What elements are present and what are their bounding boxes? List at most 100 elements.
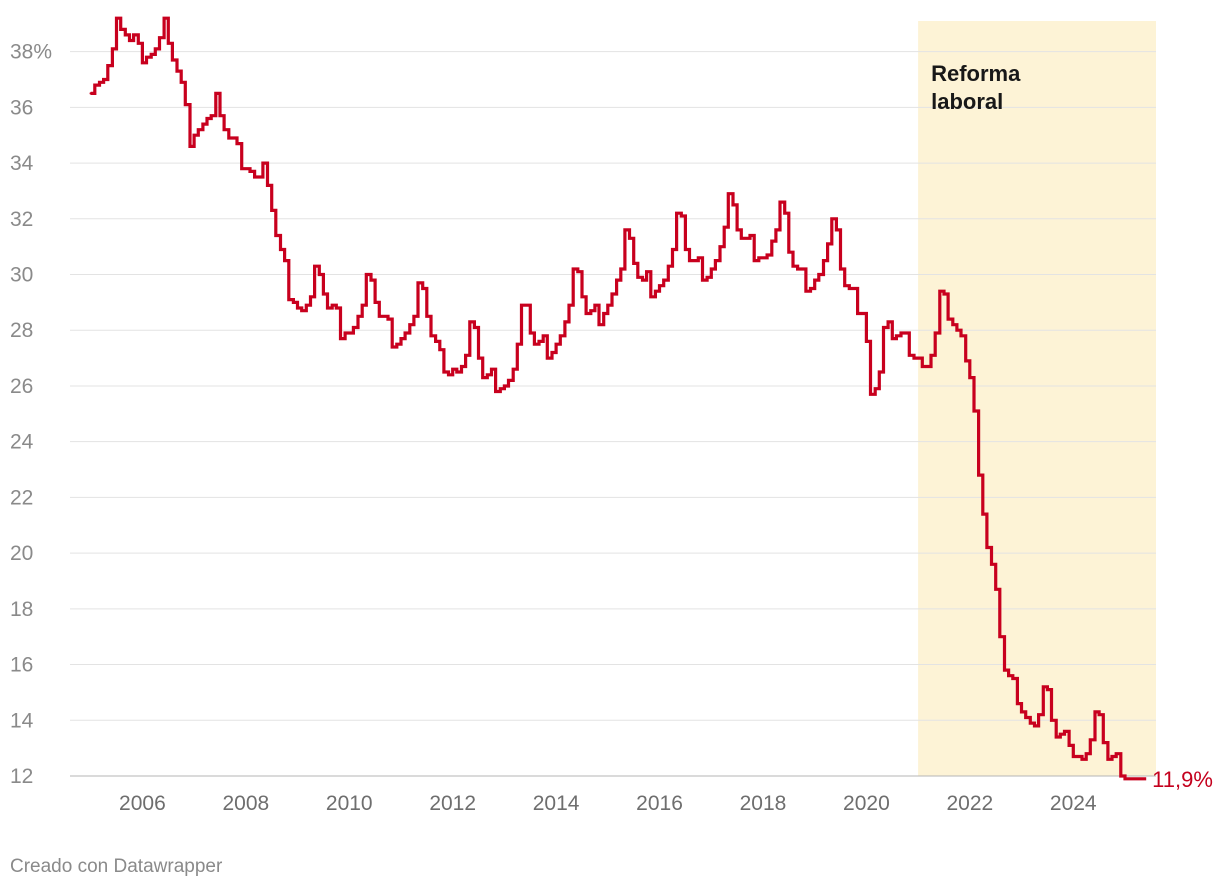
data-point (150, 53, 153, 56)
data-point (955, 329, 959, 332)
data-point (279, 248, 282, 251)
data-point (848, 287, 851, 290)
data-point (874, 387, 877, 390)
data-point (537, 340, 541, 343)
data-point (391, 345, 394, 349)
data-point (787, 251, 790, 254)
data-point (615, 278, 618, 282)
data-point (1119, 774, 1123, 778)
data-point (886, 320, 890, 324)
data-point (145, 56, 148, 59)
data-point (1016, 702, 1019, 705)
data-point (520, 304, 523, 307)
data-point (925, 365, 929, 368)
data-point (253, 175, 256, 179)
credit-text: Creado con Datawrapper (10, 856, 223, 877)
data-point (865, 340, 868, 343)
x-tick-label: 2024 (1050, 792, 1097, 815)
data-point (477, 356, 480, 360)
data-point (192, 134, 196, 137)
data-point (425, 315, 428, 318)
data-point (882, 326, 885, 329)
data-point (339, 337, 342, 340)
data-point (606, 304, 609, 307)
data-point (688, 259, 691, 262)
data-point (403, 331, 407, 335)
data-point (835, 228, 838, 232)
data-point (300, 309, 303, 312)
data-point (205, 117, 209, 120)
data-point (658, 284, 661, 287)
data-point (1020, 710, 1023, 714)
series-points (89, 17, 1144, 780)
data-point (710, 267, 713, 271)
y-tick-label: 30 (10, 264, 33, 287)
data-point (791, 265, 795, 268)
data-point (895, 334, 898, 337)
data-point (1127, 777, 1131, 780)
data-point (309, 295, 312, 298)
data-point (1110, 755, 1114, 758)
data-point (1085, 752, 1088, 755)
data-point (270, 209, 273, 212)
data-point (111, 47, 114, 51)
data-point (1106, 758, 1110, 761)
data-point (576, 270, 579, 273)
y-tick-label: 12 (10, 765, 33, 788)
data-point (1059, 733, 1062, 736)
data-point (1072, 755, 1075, 758)
data-point (361, 304, 364, 307)
data-point (524, 304, 528, 307)
data-point (641, 278, 644, 282)
data-point (218, 114, 222, 117)
data-point (516, 343, 519, 346)
data-point (106, 64, 110, 67)
data-point (1007, 674, 1010, 677)
x-axis: 2006 2008 2010 2012 2014 2016 2018 2020 2022 2024 (119, 792, 1097, 815)
data-point (718, 245, 722, 248)
data-point (580, 295, 584, 298)
data-point (529, 331, 532, 335)
data-point (1102, 741, 1105, 744)
data-point (796, 267, 799, 271)
data-point (128, 39, 131, 42)
data-point (559, 334, 562, 337)
y-tick-label: 34 (10, 152, 34, 175)
y-tick-label: 18 (10, 598, 33, 621)
data-point (274, 234, 277, 237)
data-point (266, 184, 269, 187)
data-point (757, 256, 760, 259)
data-point (800, 267, 803, 271)
data-point (175, 69, 179, 73)
data-point (667, 265, 670, 268)
data-point (141, 61, 144, 64)
data-point (554, 343, 558, 346)
data-point (1024, 716, 1027, 719)
data-point (593, 304, 597, 307)
data-point (257, 175, 260, 179)
end-value-label: 11,9% (1152, 767, 1213, 792)
data-point (326, 306, 329, 310)
y-tick-label: 36 (10, 96, 33, 119)
data-point (214, 92, 217, 95)
data-point (830, 217, 833, 220)
data-point (1093, 710, 1097, 714)
data-point (632, 262, 635, 265)
data-point (817, 273, 820, 276)
data-point (546, 356, 549, 360)
data-point (981, 512, 984, 516)
data-point (680, 214, 683, 218)
data-point (365, 273, 368, 276)
data-point (1067, 744, 1071, 747)
y-tick-label: 14 (10, 709, 34, 732)
data-point (994, 588, 997, 591)
data-point (584, 312, 588, 315)
data-point (563, 320, 567, 324)
data-point (697, 256, 700, 259)
data-point (602, 312, 605, 315)
data-point (331, 304, 334, 307)
data-point (972, 409, 976, 413)
data-point (921, 365, 924, 368)
data-point (597, 323, 601, 326)
data-point (778, 200, 782, 204)
